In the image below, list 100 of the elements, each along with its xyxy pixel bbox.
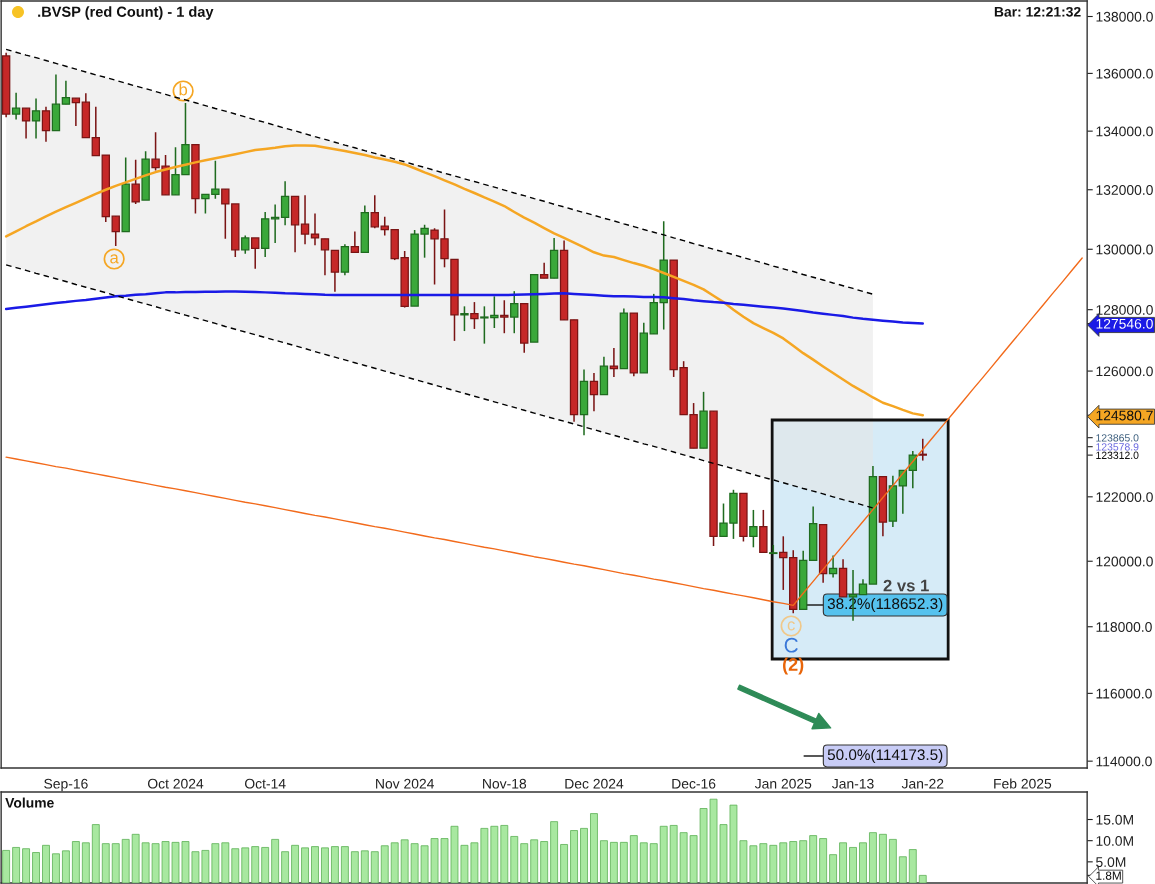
bar — [380, 845, 389, 883]
candlestick — [21, 107, 31, 140]
bar — [121, 838, 130, 883]
bar — [659, 825, 668, 883]
candlestick — [251, 237, 260, 270]
chart-subtitle: Bar: 12:21:32 — [994, 6, 1081, 17]
annotation: (2) — [783, 657, 804, 675]
bar — [12, 847, 21, 883]
bar — [619, 841, 628, 883]
bar — [839, 842, 847, 883]
candlestick — [241, 234, 250, 255]
bar — [789, 841, 798, 883]
y-tick-label: 118000.0 — [1096, 622, 1152, 632]
y-tick-label: 1.8M — [1096, 871, 1121, 880]
bar — [819, 838, 828, 883]
y-tick-label: 123578.9 — [1096, 443, 1139, 451]
candlestick — [31, 97, 41, 140]
bar — [510, 836, 519, 883]
line-series — [5, 264, 874, 509]
x-tick-label: Oct-14 — [245, 778, 286, 789]
candlestick — [500, 299, 509, 334]
bar — [71, 841, 80, 883]
bar — [520, 843, 529, 883]
bar — [570, 830, 578, 883]
bar — [261, 847, 270, 883]
y-tick-label: 5.0M — [1096, 857, 1126, 868]
x-tick-label: Oct 2024 — [147, 778, 204, 789]
candlestick — [350, 230, 360, 254]
bar — [649, 843, 658, 883]
bar — [580, 827, 588, 883]
y-tick-label: 130000.0 — [1096, 244, 1153, 255]
candlestick — [320, 238, 330, 276]
bar — [390, 842, 399, 883]
bar — [629, 835, 638, 883]
bar — [799, 840, 808, 883]
y-tick-label: 122000.0 — [1096, 492, 1153, 502]
candlestick — [609, 347, 619, 378]
candlestick — [918, 438, 927, 462]
bar — [101, 843, 110, 883]
y-tick-label: 123312.0 — [1096, 451, 1139, 459]
bar — [669, 825, 678, 883]
candlestick — [589, 372, 599, 412]
bar — [908, 849, 917, 883]
bar — [600, 840, 608, 883]
candlestick — [131, 158, 140, 205]
annotation: 2 vs 1 — [883, 579, 929, 592]
bar — [231, 848, 240, 883]
annotation: b — [179, 83, 188, 96]
x-tick-label: Dec 2024 — [565, 778, 624, 789]
bar — [550, 821, 559, 883]
y-tick-label: 126000.0 — [1096, 366, 1153, 377]
candlestick — [280, 180, 290, 227]
y-tick-label: 134000.0 — [1096, 126, 1153, 137]
candlestick — [749, 509, 758, 549]
bar — [2, 849, 11, 883]
bar — [540, 841, 549, 883]
bar — [81, 842, 90, 883]
line-series — [4, 144, 925, 417]
annotation: 50.0%(114173.5) — [827, 748, 943, 764]
y-tick-label: 127546.0 — [1096, 318, 1153, 329]
y-tick-label: 116000.0 — [1096, 688, 1152, 699]
bar — [291, 844, 299, 883]
bar — [779, 842, 788, 883]
bar — [918, 874, 927, 883]
bar — [301, 847, 309, 883]
bar — [91, 824, 100, 883]
candlestick — [510, 290, 519, 334]
chart-title: .BVSP (red Count) - 1 day — [38, 6, 214, 20]
candlestick — [470, 301, 479, 330]
bar — [52, 853, 60, 883]
bar — [340, 846, 349, 883]
bar — [241, 847, 250, 883]
bar — [370, 851, 379, 883]
bar — [271, 838, 280, 883]
y-tick-label: 124580.7 — [1096, 410, 1153, 421]
bar — [809, 835, 818, 883]
y-tick-label: 138000.0 — [1096, 11, 1153, 22]
bar — [500, 825, 509, 883]
bar — [360, 850, 369, 883]
y-tick-label: 132000.0 — [1096, 185, 1153, 195]
line-series — [4, 290, 925, 325]
bar — [530, 839, 539, 883]
bar — [311, 846, 319, 883]
bar — [769, 844, 778, 883]
y-tick-label: 123865.0 — [1096, 434, 1139, 442]
x-tick-label: Nov 2024 — [376, 778, 434, 789]
x-tick-label: Sep-16 — [44, 778, 88, 792]
bar — [590, 813, 598, 883]
candlestick — [828, 554, 838, 579]
x-tick-label: Jan-22 — [901, 778, 944, 789]
bar — [350, 851, 359, 883]
bar — [251, 846, 260, 883]
bar — [888, 838, 897, 883]
candlestick — [539, 262, 549, 279]
y-tick-label: 128000.0 — [1096, 305, 1153, 315]
candlestick — [370, 194, 379, 230]
x-tick-label: Jan-13 — [832, 778, 874, 789]
y-tick-label: 136000.0 — [1096, 68, 1153, 79]
bar — [62, 850, 70, 883]
bar — [42, 844, 50, 883]
